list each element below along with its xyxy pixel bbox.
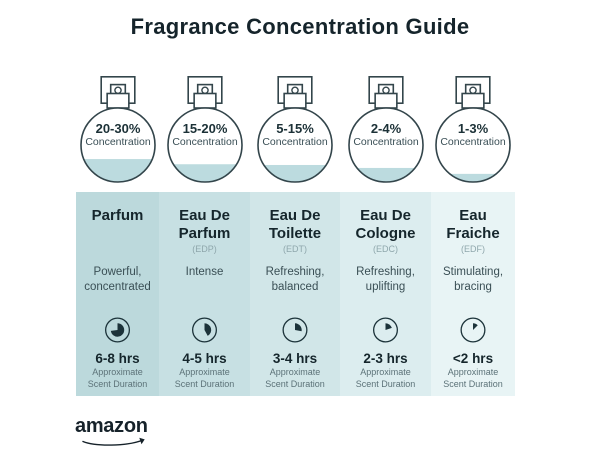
svg-text:Concentration: Concentration <box>262 136 328 148</box>
svg-text:15-20%: 15-20% <box>182 121 227 136</box>
svg-text:Concentration: Concentration <box>440 136 506 148</box>
svg-text:2-4%: 2-4% <box>370 121 401 136</box>
svg-text:1-3%: 1-3% <box>458 121 489 136</box>
svg-text:Concentration: Concentration <box>172 136 238 148</box>
svg-text:Concentration: Concentration <box>353 136 419 148</box>
svg-text:5-15%: 5-15% <box>276 121 314 136</box>
svg-text:Concentration: Concentration <box>85 136 151 148</box>
svg-text:20-30%: 20-30% <box>95 121 140 136</box>
